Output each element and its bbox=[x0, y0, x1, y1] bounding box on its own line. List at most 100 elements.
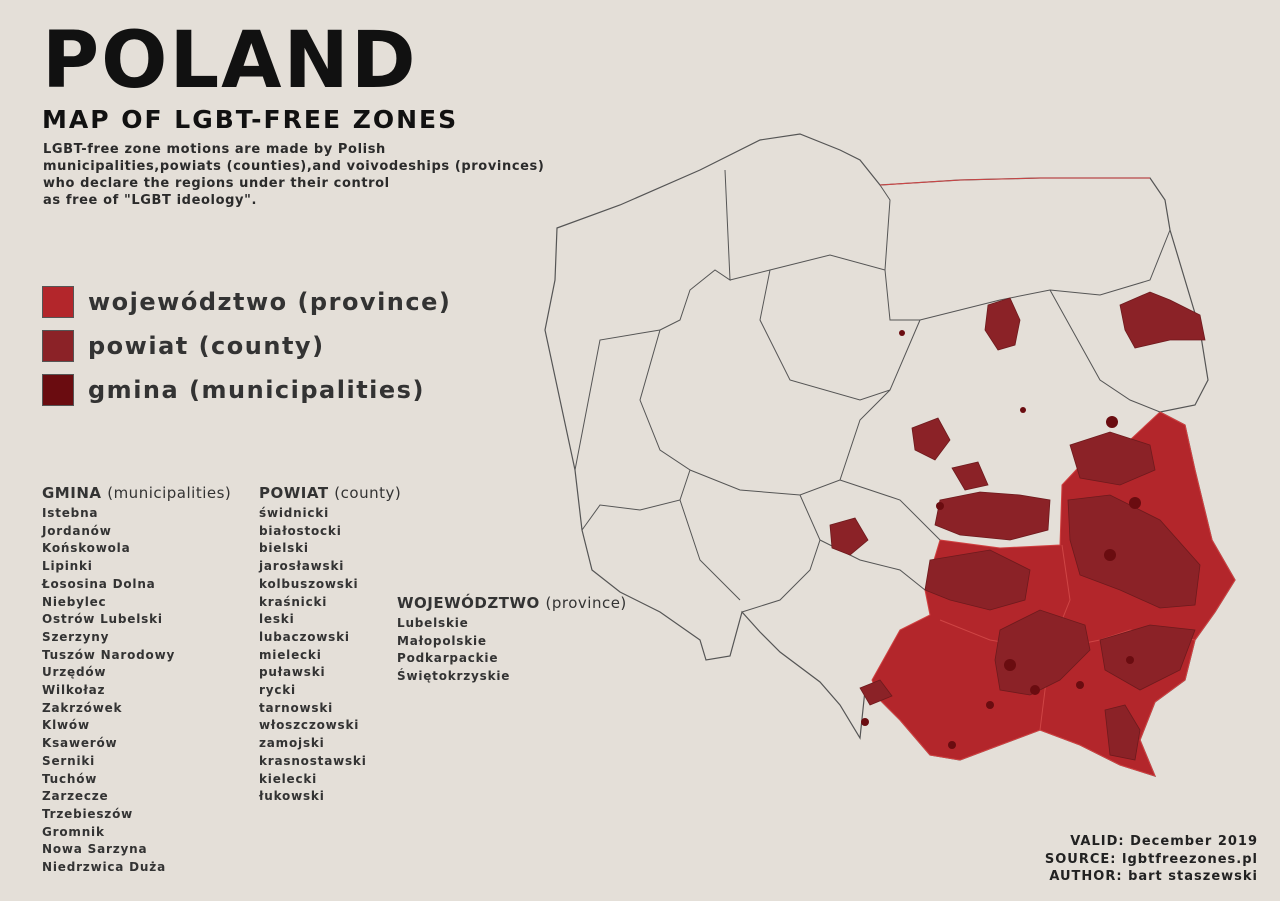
powiat-list-item: rycki bbox=[259, 683, 296, 698]
county-area bbox=[1099, 624, 1196, 691]
legend-item-county: powiat (county) bbox=[42, 324, 451, 368]
wojewodztwo-list-heading: WOJEWÓDZTWO (province) bbox=[397, 593, 627, 613]
powiat-list-item: kielecki bbox=[259, 771, 318, 786]
powiat-list-item: mielecki bbox=[259, 647, 322, 662]
municipality-area bbox=[948, 741, 956, 749]
county-area bbox=[951, 461, 989, 491]
heading-main: GMINA bbox=[42, 484, 102, 502]
county-area bbox=[1104, 704, 1141, 761]
powiat-list-item: leski bbox=[259, 612, 295, 627]
voivodeship-border bbox=[879, 184, 891, 271]
page-title: POLAND bbox=[42, 16, 418, 106]
voivodeship-border bbox=[729, 254, 920, 321]
heading-note: (county) bbox=[334, 484, 402, 502]
gmina-list-item: Ostrów Lubelski bbox=[42, 612, 163, 627]
municipality-area bbox=[1104, 549, 1116, 561]
voivodeship-border bbox=[919, 229, 1171, 321]
municipality-area bbox=[1030, 685, 1040, 695]
municipality-areas bbox=[861, 330, 1141, 749]
county-area bbox=[1119, 291, 1206, 349]
legend-label: gmina (municipalities) bbox=[88, 376, 425, 404]
description-line: who declare the regions under their cont… bbox=[43, 176, 390, 191]
credits: VALID: December 2019 SOURCE: lgbtfreezon… bbox=[1045, 833, 1258, 886]
legend-swatch-county bbox=[42, 330, 74, 362]
voivodeship-border bbox=[689, 389, 891, 496]
gmina-list-item: Trzebieszów bbox=[42, 806, 134, 821]
legend-label: województwo (province) bbox=[88, 288, 452, 316]
gmina-list-item: Istebna bbox=[42, 506, 99, 520]
powiat-list-item: tarnowski bbox=[259, 700, 334, 715]
gmina-list-item: Tuchów bbox=[42, 771, 98, 786]
powiat-list-item: białostocki bbox=[259, 523, 342, 538]
gmina-list-item: Niedrzwica Duża bbox=[42, 860, 166, 875]
wojewodztwo-list-item: Podkarpackie bbox=[397, 651, 499, 666]
description-line: LGBT-free zone motions are made by Polis… bbox=[43, 142, 386, 157]
gmina-list-item: Klwów bbox=[42, 718, 90, 733]
municipality-area bbox=[861, 718, 869, 726]
powiat-list-item: kolbuszowski bbox=[259, 576, 359, 591]
gmina-list-heading: GMINA (municipalities) bbox=[42, 483, 231, 503]
gmina-list-item: Serniki bbox=[42, 753, 96, 768]
voivodeship-border bbox=[659, 169, 731, 331]
county-areas bbox=[829, 291, 1206, 761]
source: SOURCE: lgbtfreezones.pl bbox=[1044, 851, 1258, 867]
gmina-list-item: Tuszów Narodowy bbox=[42, 647, 176, 662]
heading-main: WOJEWÓDZTWO bbox=[397, 594, 540, 612]
municipality-area bbox=[1020, 407, 1026, 413]
voivodeship-border bbox=[839, 479, 941, 541]
gmina-list-item: Urzędów bbox=[42, 665, 107, 680]
county-area bbox=[829, 517, 869, 556]
gmina-list-item: Zarzecze bbox=[42, 789, 109, 804]
gmina-list-item: Niebylec bbox=[42, 594, 107, 609]
county-area bbox=[1069, 431, 1156, 486]
description-line: as free of "LGBT ideology". bbox=[43, 193, 257, 208]
municipality-area bbox=[1126, 656, 1134, 664]
legend-item-province: województwo (province) bbox=[42, 280, 451, 324]
county-area bbox=[911, 417, 951, 461]
voivodeship-border bbox=[581, 329, 691, 531]
municipality-area bbox=[986, 701, 994, 709]
province-border bbox=[879, 177, 1150, 186]
powiat-list-item: włoszczowski bbox=[259, 718, 360, 733]
gmina-list-item: Wilkołaz bbox=[42, 683, 106, 698]
powiat-list-item: puławski bbox=[259, 665, 326, 680]
gmina-list-item: Lipinki bbox=[42, 559, 93, 574]
gmina-list-item: Zakrzówek bbox=[42, 700, 123, 715]
county-area bbox=[934, 491, 1051, 541]
powiat-list: POWIAT (county) świdnicki białostocki biel… bbox=[259, 483, 401, 806]
voivodeship-border bbox=[741, 494, 821, 613]
powiat-list-item: lubaczowski bbox=[259, 629, 350, 644]
gmina-list-item: Jordanów bbox=[42, 523, 112, 538]
municipality-area bbox=[899, 330, 905, 336]
municipality-area bbox=[1106, 416, 1118, 428]
powiat-list-item: świdnicki bbox=[259, 506, 329, 520]
gmina-list-item: Nowa Sarzyna bbox=[42, 842, 148, 857]
municipality-area bbox=[1004, 659, 1016, 671]
county-area bbox=[994, 609, 1091, 696]
description: LGBT-free zone motions are made by Polis… bbox=[43, 141, 544, 209]
county-area bbox=[859, 679, 893, 706]
gmina-list-item: Gromnik bbox=[42, 824, 105, 839]
heading-note: (municipalities) bbox=[107, 484, 232, 502]
wojewodztwo-list-item: Małopolskie bbox=[397, 633, 487, 648]
legend-label: powiat (county) bbox=[88, 332, 325, 360]
powiat-list-item: kraśnicki bbox=[259, 594, 328, 609]
author: AUTHOR: bart staszewski bbox=[1049, 869, 1258, 884]
powiat-list-item: krasnostawski bbox=[259, 753, 367, 768]
page-subtitle: MAP OF LGBT-FREE ZONES bbox=[42, 105, 459, 134]
gmina-list-item: Łososina Dolna bbox=[42, 576, 156, 591]
voivodeship-border bbox=[1049, 289, 1161, 413]
heading-note: (province) bbox=[545, 594, 627, 612]
municipality-area bbox=[1129, 497, 1141, 509]
gmina-list-item: Ksawerów bbox=[42, 736, 118, 751]
gmina-list: GMINA (municipalities) Istebna Jordanów Ko… bbox=[42, 483, 231, 877]
wojewodztwo-list-item: Lubelskie bbox=[397, 616, 469, 630]
voivodeship-border bbox=[759, 269, 921, 401]
county-area bbox=[924, 549, 1031, 611]
powiat-list-item: bielski bbox=[259, 541, 309, 556]
description-line: municipalities,powiats (counties),and vo… bbox=[43, 159, 545, 174]
heading-main: POWIAT bbox=[259, 484, 329, 502]
powiat-list-item: jarosławski bbox=[259, 559, 345, 574]
voivodeship-border bbox=[679, 499, 741, 601]
